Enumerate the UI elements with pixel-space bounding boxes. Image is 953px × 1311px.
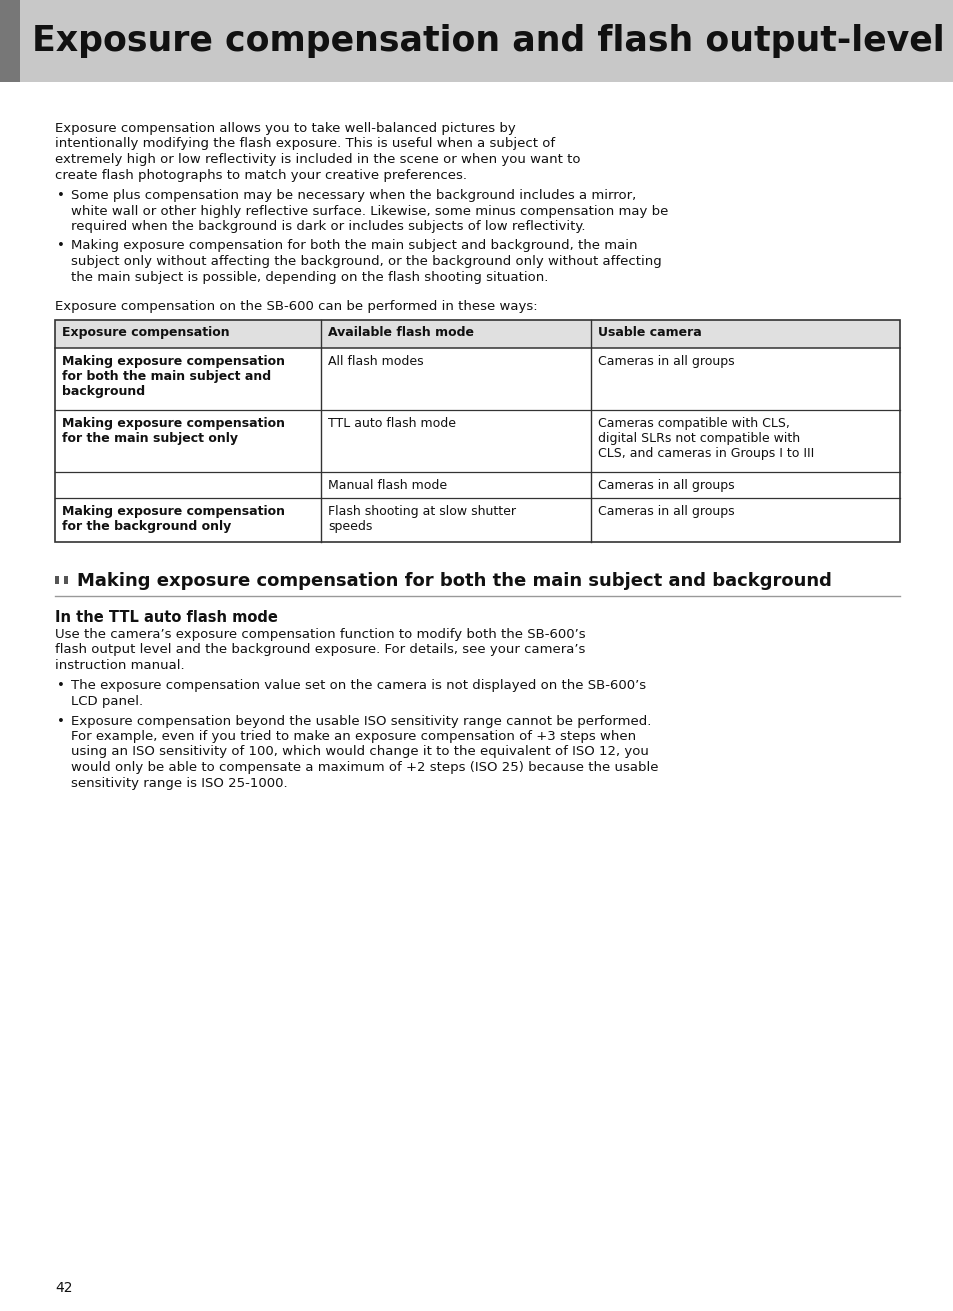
Text: intentionally modifying the flash exposure. This is useful when a subject of: intentionally modifying the flash exposu…	[55, 138, 555, 151]
Text: •: •	[57, 679, 65, 692]
Text: using an ISO sensitivity of 100, which would change it to the equivalent of ISO : using an ISO sensitivity of 100, which w…	[71, 746, 648, 759]
Text: •: •	[57, 714, 65, 728]
Text: digital SLRs not compatible with: digital SLRs not compatible with	[598, 433, 800, 444]
Text: would only be able to compensate a maximum of +2 steps (ISO 25) because the usab: would only be able to compensate a maxim…	[71, 760, 658, 773]
Bar	[55, 320, 899, 541]
Text: TTL auto flash mode: TTL auto flash mode	[328, 417, 456, 430]
Text: Exposure compensation on the SB-600 can be performed in these ways:: Exposure compensation on the SB-600 can …	[55, 300, 537, 313]
Text: For example, even if you tried to make an exposure compensation of +3 steps when: For example, even if you tried to make a…	[71, 730, 636, 743]
Text: Exposure compensation allows you to take well-balanced pictures by: Exposure compensation allows you to take…	[55, 122, 516, 135]
Text: Exposure compensation: Exposure compensation	[62, 326, 230, 340]
Text: Cameras compatible with CLS,: Cameras compatible with CLS,	[598, 417, 789, 430]
Text: Making exposure compensation: Making exposure compensation	[62, 355, 285, 368]
Text: Cameras in all groups: Cameras in all groups	[598, 355, 734, 368]
Text: required when the background is dark or includes subjects of low reflectivity.: required when the background is dark or …	[71, 220, 585, 233]
Text: for the main subject only: for the main subject only	[62, 433, 237, 444]
Text: Usable camera: Usable camera	[598, 326, 701, 340]
Text: Flash shooting at slow shutter: Flash shooting at slow shutter	[328, 505, 516, 518]
Text: Manual flash mode: Manual flash mode	[328, 479, 447, 492]
Text: All flash modes: All flash modes	[328, 355, 423, 368]
Bar	[55, 320, 899, 347]
Text: Making exposure compensation: Making exposure compensation	[62, 505, 285, 518]
Text: Cameras in all groups: Cameras in all groups	[598, 479, 734, 492]
Text: •: •	[57, 240, 65, 253]
Text: white wall or other highly reflective surface. Likewise, some minus compensation: white wall or other highly reflective su…	[71, 205, 668, 218]
Text: extremely high or low reflectivity is included in the scene or when you want to: extremely high or low reflectivity is in…	[55, 153, 579, 166]
Text: Making exposure compensation: Making exposure compensation	[62, 417, 285, 430]
Text: LCD panel.: LCD panel.	[71, 695, 143, 708]
Text: for the background only: for the background only	[62, 520, 231, 534]
Text: subject only without affecting the background, or the background only without af: subject only without affecting the backg…	[71, 256, 661, 267]
Text: Making exposure compensation for both the main subject and background, the main: Making exposure compensation for both th…	[71, 240, 637, 253]
Text: sensitivity range is ISO 25-1000.: sensitivity range is ISO 25-1000.	[71, 776, 287, 789]
Text: •: •	[57, 189, 65, 202]
Text: flash output level and the background exposure. For details, see your camera’s: flash output level and the background ex…	[55, 644, 585, 657]
Text: Making exposure compensation for both the main subject and background: Making exposure compensation for both th…	[77, 572, 831, 590]
Text: for both the main subject and: for both the main subject and	[62, 370, 271, 383]
Text: Available flash mode: Available flash mode	[328, 326, 474, 340]
Bar	[0, 0, 953, 83]
Text: 42: 42	[55, 1281, 72, 1295]
Text: Use the camera’s exposure compensation function to modify both the SB-600’s: Use the camera’s exposure compensation f…	[55, 628, 585, 641]
Text: Exposure compensation beyond the usable ISO sensitivity range cannot be performe: Exposure compensation beyond the usable …	[71, 714, 651, 728]
Polygon shape	[64, 576, 68, 583]
Text: instruction manual.: instruction manual.	[55, 659, 185, 673]
Text: In the TTL auto flash mode: In the TTL auto flash mode	[55, 610, 277, 625]
Polygon shape	[55, 576, 59, 583]
Text: Exposure compensation and flash output-level: Exposure compensation and flash output-l…	[32, 24, 943, 58]
Text: The exposure compensation value set on the camera is not displayed on the SB-600: The exposure compensation value set on t…	[71, 679, 645, 692]
Text: create flash photographs to match your creative preferences.: create flash photographs to match your c…	[55, 169, 467, 181]
Text: speeds: speeds	[328, 520, 372, 534]
Text: Cameras in all groups: Cameras in all groups	[598, 505, 734, 518]
Text: CLS, and cameras in Groups I to III: CLS, and cameras in Groups I to III	[598, 447, 814, 460]
Text: the main subject is possible, depending on the flash shooting situation.: the main subject is possible, depending …	[71, 270, 548, 283]
Bar	[0, 0, 20, 83]
Text: Some plus compensation may be necessary when the background includes a mirror,: Some plus compensation may be necessary …	[71, 189, 636, 202]
Text: background: background	[62, 385, 145, 399]
